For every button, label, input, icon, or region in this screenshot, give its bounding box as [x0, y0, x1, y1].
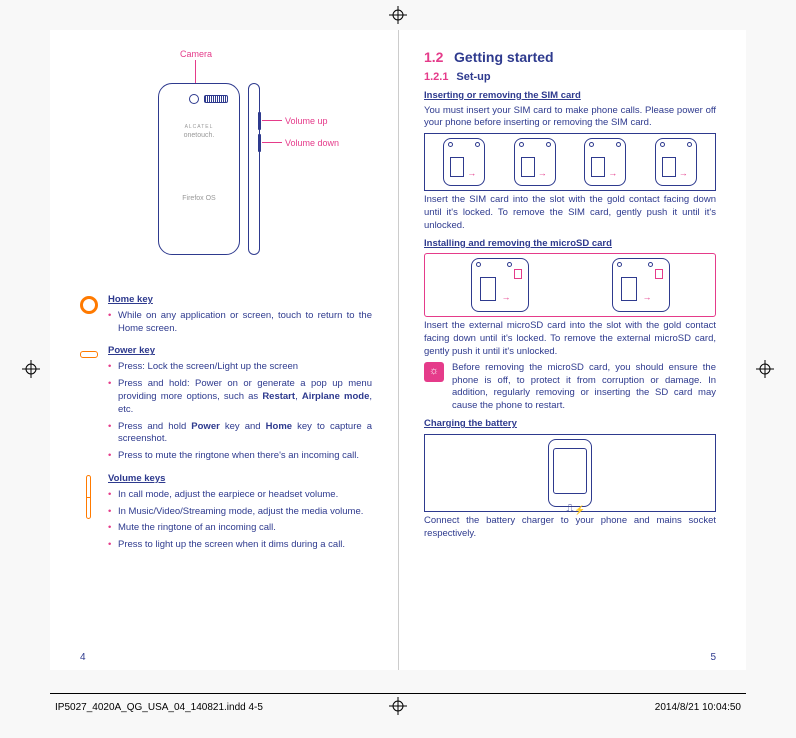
home-key-title: Home key: [108, 294, 372, 307]
volume-keys-section: Volume keys •In call mode, adjust the ea…: [80, 473, 372, 556]
section-heading: 1.2 Getting started: [424, 48, 716, 67]
charging-heading: Charging the battery: [424, 418, 716, 431]
registration-mark-left: [22, 360, 40, 378]
brand-text-3: Firefox OS: [159, 194, 239, 203]
power-key-bullet-2: •Press and hold: Power on or generate a …: [108, 378, 372, 416]
home-key-icon: [80, 294, 108, 339]
footer-timestamp: 2014/8/21 10:04:50: [655, 702, 741, 713]
volume-keys-bullet-3: •Mute the ringtone of an incoming call.: [108, 522, 372, 535]
brand-text-2: onetouch.: [159, 131, 239, 140]
phone-diagram: Camera ALCATEL onetouch. Firefox OS Volu…: [80, 48, 372, 288]
camera-lens-icon: [189, 94, 199, 104]
page-left: Camera ALCATEL onetouch. Firefox OS Volu…: [50, 30, 398, 670]
tip-lightbulb-icon: ☼: [424, 362, 444, 382]
volume-down-label: Volume down: [285, 137, 339, 149]
sim-step-4-icon: →: [655, 138, 697, 186]
footer-rule: [50, 693, 746, 694]
volume-down-leader-line: [262, 142, 282, 143]
microsd-heading: Installing and removing the microSD card: [424, 238, 716, 251]
registration-mark-top: [389, 6, 407, 24]
registration-mark-bottom: [389, 697, 407, 718]
tip-text: Before removing the microSD card, you sh…: [452, 362, 716, 413]
charging-illustration: ⎍ ⚡: [424, 434, 716, 512]
speaker-grille-icon: [204, 95, 228, 103]
phone-back-illustration: ALCATEL onetouch. Firefox OS: [158, 83, 240, 255]
subsection-heading: 1.2.1 Set-up: [424, 70, 716, 85]
charging-phone-icon: ⎍ ⚡: [548, 439, 592, 507]
page-right: 1.2 Getting started 1.2.1 Set-up Inserti…: [398, 30, 746, 670]
charging-instruction-text: Connect the battery charger to your phon…: [424, 515, 716, 541]
microsd-illustration: → →: [424, 253, 716, 317]
power-key-title: Power key: [108, 345, 372, 358]
power-key-bullet-4: •Press to mute the ringtone when there's…: [108, 450, 372, 463]
sim-step-2-icon: →: [514, 138, 556, 186]
page-number-left: 4: [80, 651, 86, 665]
subsection-title: Set-up: [456, 71, 490, 83]
volume-up-label: Volume up: [285, 115, 328, 127]
sim-intro-text: You must insert your SIM card to make ph…: [424, 105, 716, 131]
subsection-number: 1.2.1: [424, 71, 448, 83]
volume-up-leader-line: [262, 120, 282, 121]
power-key-section: Power key •Press: Lock the screen/Light …: [80, 345, 372, 467]
home-key-section: Home key •While on any application or sc…: [80, 294, 372, 339]
volume-keys-bullet-4: •Press to light up the screen when it di…: [108, 539, 372, 552]
sim-step-1-icon: →: [443, 138, 485, 186]
home-key-bullet-1: •While on any application or screen, tou…: [108, 310, 372, 336]
power-key-bullet-1: •Press: Lock the screen/Light up the scr…: [108, 361, 372, 374]
page-number-right: 5: [710, 651, 716, 665]
sim-heading: Inserting or removing the SIM card: [424, 90, 716, 103]
power-key-icon: [80, 345, 108, 467]
microsd-step-2-icon: →: [612, 258, 670, 312]
registration-mark-right: [756, 360, 774, 378]
microsd-instruction-text: Insert the external microSD card into th…: [424, 320, 716, 358]
brand-text-1: ALCATEL: [159, 124, 239, 131]
volume-keys-title: Volume keys: [108, 473, 372, 486]
phone-side-illustration: [248, 83, 260, 255]
volume-keys-bullet-1: •In call mode, adjust the earpiece or he…: [108, 489, 372, 502]
volume-down-button-icon: [258, 134, 261, 152]
volume-keys-icon: [80, 473, 108, 556]
print-footer: IP5027_4020A_QG_USA_04_140821.indd 4-5 2…: [0, 696, 796, 718]
footer-filename: IP5027_4020A_QG_USA_04_140821.indd 4-5: [55, 702, 263, 713]
sim-step-3-icon: →: [584, 138, 626, 186]
page-spread: Camera ALCATEL onetouch. Firefox OS Volu…: [50, 30, 746, 670]
microsd-step-1-icon: →: [471, 258, 529, 312]
section-number: 1.2: [424, 49, 443, 65]
camera-label: Camera: [180, 48, 212, 60]
section-title: Getting started: [454, 49, 554, 65]
power-key-bullet-3: •Press and hold Power key and Home key t…: [108, 421, 372, 447]
volume-up-button-icon: [258, 112, 261, 130]
sim-instruction-text: Insert the SIM card into the slot with t…: [424, 194, 716, 232]
volume-keys-bullet-2: •In Music/Video/Streaming mode, adjust t…: [108, 506, 372, 519]
tip-row: ☼ Before removing the microSD card, you …: [424, 362, 716, 413]
sim-illustration: → → → →: [424, 133, 716, 191]
